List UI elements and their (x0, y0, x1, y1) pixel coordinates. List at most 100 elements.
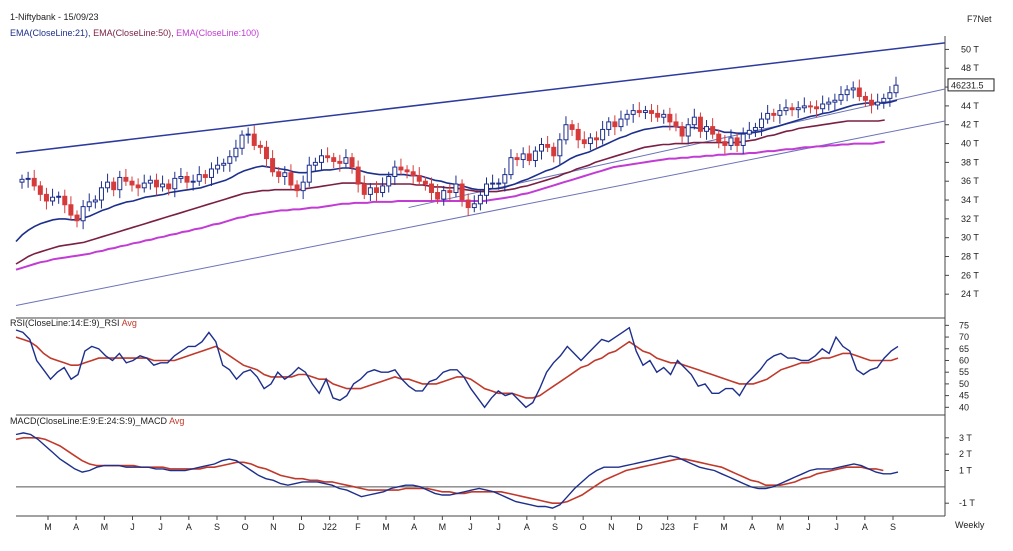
price-ytick-label: 28 T (961, 252, 979, 262)
candle-body (239, 134, 245, 149)
macd-ytick-label: 3 T (959, 433, 972, 443)
rsi-line (15, 326, 899, 409)
candle-body (777, 110, 783, 116)
candle-body (215, 164, 221, 170)
candle-body (117, 176, 123, 191)
candle-body (68, 204, 74, 216)
candle-body (50, 196, 56, 202)
rsi-avg-label: Avg (121, 318, 137, 328)
candle-body (508, 157, 514, 176)
candle-body (728, 137, 734, 146)
ema50-legend: EMA(CloseLine:50), (93, 28, 174, 38)
candle-body (856, 87, 862, 97)
x-tick-label: J (806, 522, 811, 532)
candle-body (881, 97, 887, 103)
candle-body (789, 107, 795, 111)
candle-body (618, 118, 624, 128)
candle-body (716, 133, 722, 143)
candle-body (624, 113, 630, 120)
candle-body (147, 179, 153, 184)
candle-body (202, 174, 208, 178)
x-tick-label: F (693, 522, 699, 532)
candle-body (832, 99, 838, 103)
candle-body (869, 99, 875, 106)
candle-body (673, 121, 679, 128)
candle-body (380, 185, 386, 194)
ema21-legend: EMA(CloseLine:21), (10, 28, 91, 38)
x-tick-label: M (777, 522, 785, 532)
rsi-ytick-label: 60 (959, 355, 969, 365)
candle-body (361, 183, 367, 195)
candle-body (98, 187, 104, 201)
price-ytick-label: 44 T (961, 101, 979, 111)
candle-body (667, 113, 673, 123)
candle-body (343, 157, 349, 164)
candle-body (270, 158, 276, 173)
candle-body (661, 113, 667, 118)
x-tick-label: M (439, 522, 447, 532)
x-tick-label: J (158, 522, 163, 532)
candle-body (471, 203, 477, 209)
x-tick-label: A (411, 522, 417, 532)
candle-body (594, 137, 600, 141)
candle-body (349, 157, 355, 168)
rsi-ytick-label: 50 (959, 379, 969, 389)
macd-ytick-label: -1 T (959, 498, 975, 508)
price-ytick-label: 38 T (961, 157, 979, 167)
candle-body (630, 110, 636, 115)
candle-body (331, 157, 337, 162)
candle-body (367, 187, 373, 195)
rsi-legend: RSI(CloseLine:14:E:9)_RSI Avg (10, 318, 137, 328)
candle-body (441, 190, 447, 200)
candle-body (532, 150, 538, 161)
candle-body (691, 116, 697, 126)
candle-body (105, 181, 111, 189)
x-tick-label: J23 (660, 522, 675, 532)
candle-body (355, 166, 361, 185)
candle-body (141, 182, 147, 189)
x-tick-label: S (890, 522, 896, 532)
candle-body (752, 127, 758, 131)
candle-body (759, 118, 765, 129)
candle-body (62, 195, 68, 206)
price-ytick-label: 36 T (961, 176, 979, 186)
candle-body (740, 133, 746, 146)
x-tick-label: D (298, 522, 305, 532)
rsi-ytick-label: 65 (959, 344, 969, 354)
candle-body (86, 201, 92, 208)
symbol-title: 1-Niftybank - 15/09/23 (10, 12, 99, 22)
candle-body (123, 176, 129, 182)
candle-body (166, 183, 172, 190)
candle-body (807, 105, 813, 108)
rsi-ytick-label: 40 (959, 402, 969, 412)
candle-body (428, 183, 434, 194)
candle-body (337, 160, 343, 164)
candle-body (551, 146, 557, 157)
candle-body (56, 195, 62, 198)
trendline-lower (15, 120, 946, 306)
rsi-avg-line (15, 336, 899, 399)
candle-body (263, 146, 269, 160)
candle-body (208, 168, 214, 178)
candle-body (557, 139, 563, 157)
x-tick-label: A (524, 522, 530, 532)
candle-body (679, 126, 685, 137)
ema50-line (15, 119, 885, 265)
candle-body (875, 101, 881, 106)
candle-body (312, 161, 318, 166)
candle-body (398, 166, 404, 171)
ema100-legend: EMA(CloseLine:100) (176, 28, 260, 38)
x-tick-label: A (749, 522, 755, 532)
candle-body (404, 169, 410, 173)
candle-body (893, 84, 899, 94)
candle-body (31, 177, 37, 187)
candle-body (153, 179, 159, 188)
candle-body (435, 192, 441, 200)
candle-body (649, 110, 655, 114)
candle-body (74, 214, 80, 222)
candle-body (184, 176, 190, 183)
candle-body (844, 89, 850, 96)
candle-body (642, 110, 648, 113)
candle-body (697, 116, 703, 132)
candle-body (526, 153, 532, 161)
